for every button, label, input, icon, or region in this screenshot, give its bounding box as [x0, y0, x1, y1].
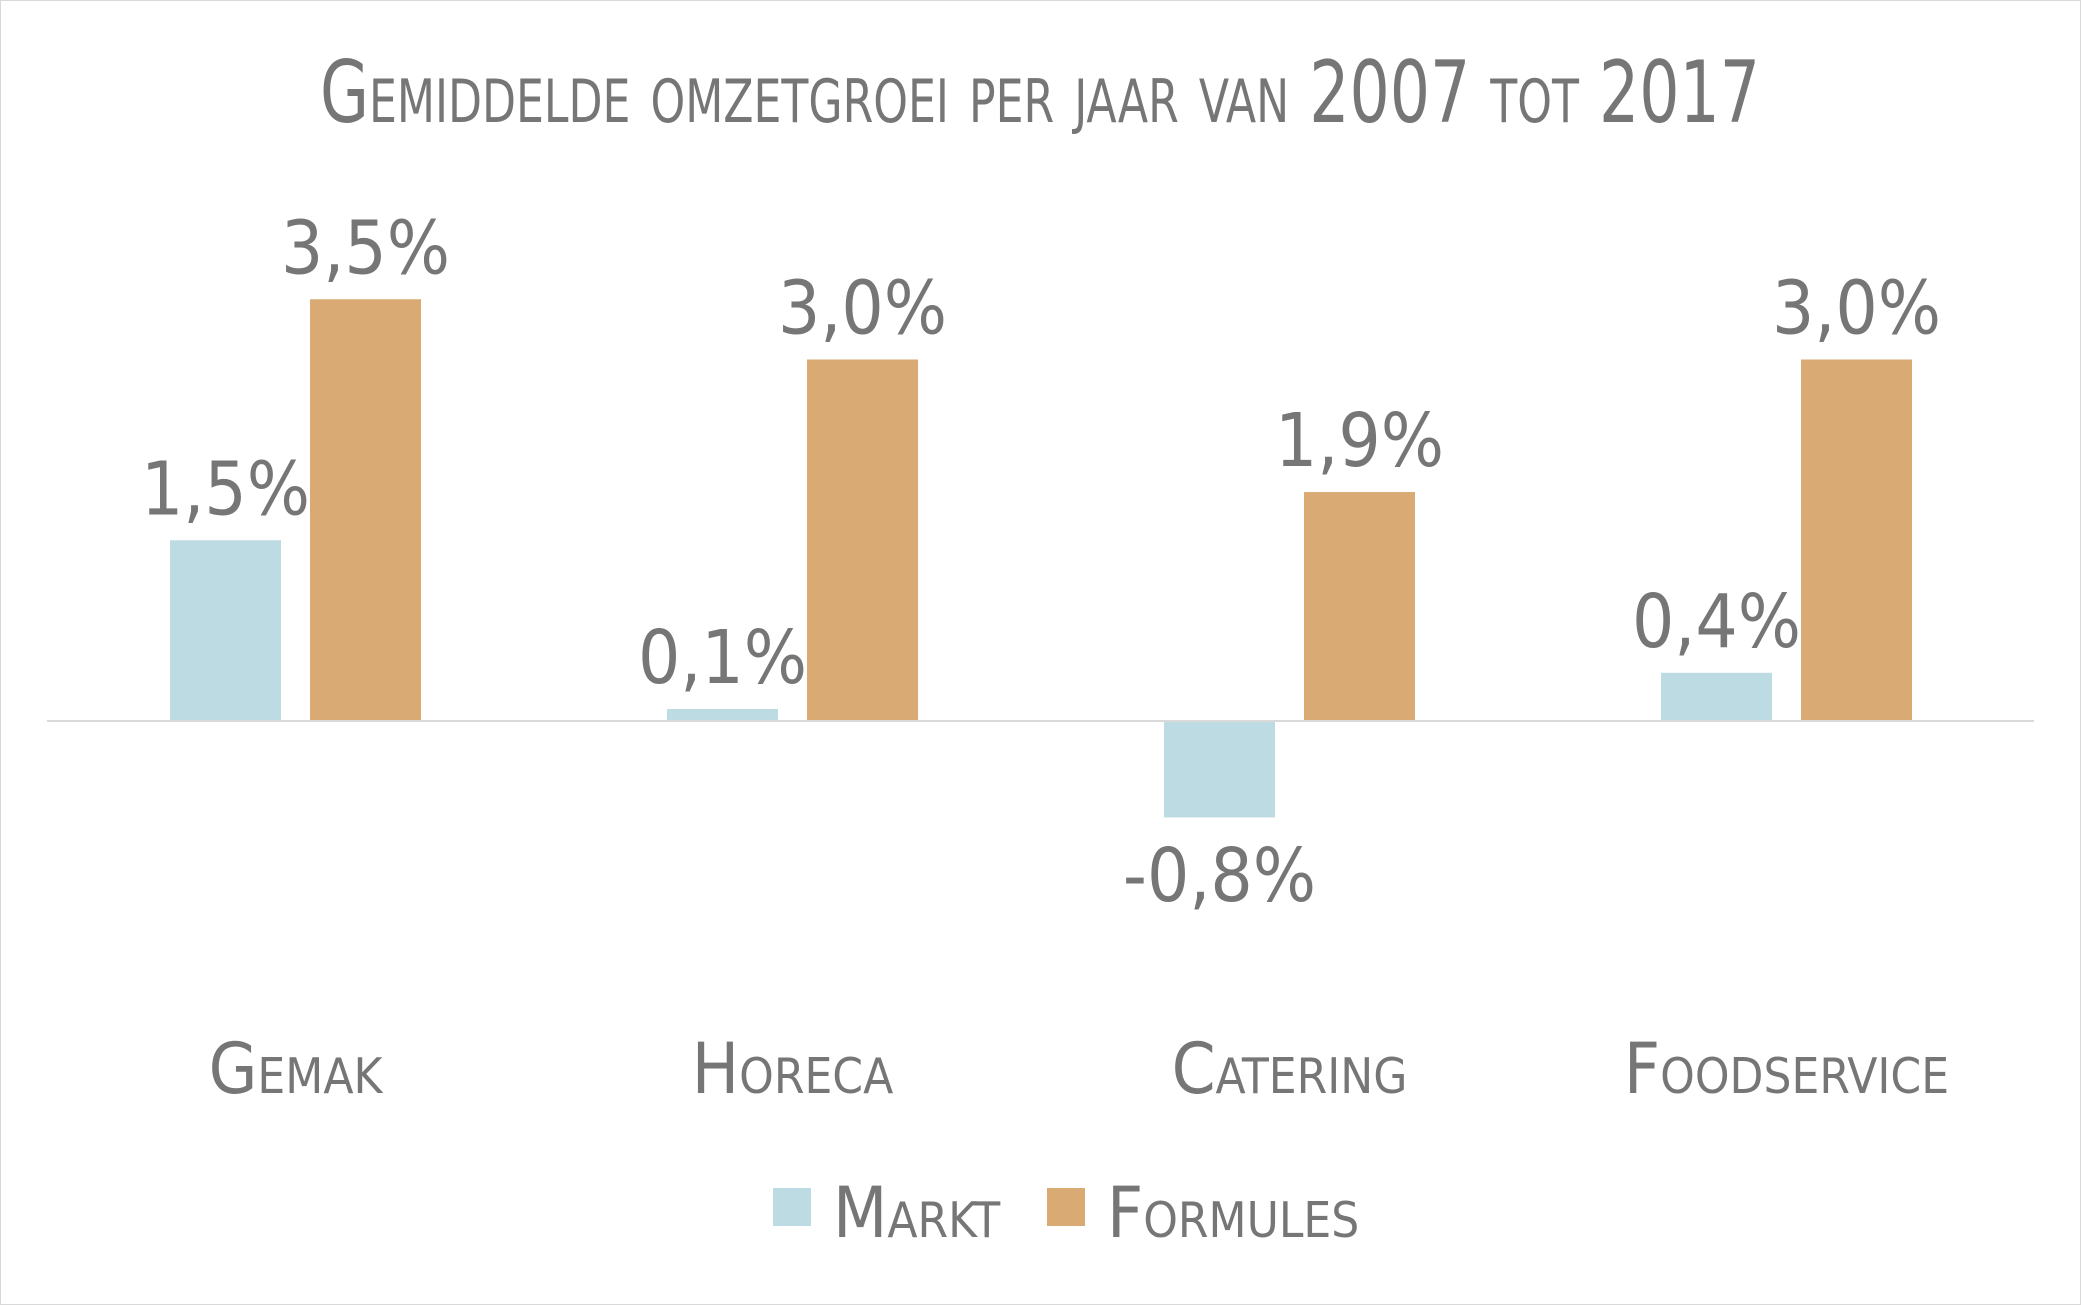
bar-markt-catering [1164, 721, 1275, 818]
chart-title: Gemiddelde omzetgroei per jaar van 2007 … [320, 43, 1760, 143]
bar-formules-foodservice [1801, 359, 1912, 721]
category-label-foodservice: Foodservice [1624, 1028, 1949, 1110]
data-label-markt-gemak: 1,5% [141, 446, 310, 532]
legend: Markt Formules [773, 1172, 1359, 1254]
legend-swatch-markt [773, 1188, 811, 1226]
bar-markt-horeca [667, 708, 778, 721]
data-labels-layer: 1,5% 3,5% 0,1% 3,0% -0,8% 1,9% 0,4% 3,0% [141, 205, 1941, 919]
category-label-catering: Catering [1172, 1028, 1408, 1110]
bar-markt-gemak [170, 540, 281, 721]
category-label-gemak: Gemak [209, 1028, 384, 1110]
data-label-formules-foodservice: 3,0% [1772, 266, 1941, 352]
category-label-horeca: Horeca [692, 1028, 893, 1110]
data-label-markt-catering: -0,8% [1123, 833, 1316, 919]
bar-formules-catering [1304, 492, 1415, 721]
data-label-formules-catering: 1,9% [1275, 398, 1444, 484]
bars-layer [170, 299, 1912, 818]
data-label-markt-foodservice: 0,4% [1632, 579, 1801, 665]
bar-markt-foodservice [1661, 672, 1772, 721]
bar-formules-horeca [807, 359, 918, 721]
legend-label-formules: Formules [1107, 1172, 1359, 1254]
data-label-formules-horeca: 3,0% [778, 266, 947, 352]
legend-swatch-formules [1047, 1188, 1085, 1226]
category-axis: Gemak Horeca Catering Foodservice [209, 1028, 1949, 1110]
bar-formules-gemak [310, 299, 421, 721]
data-label-formules-gemak: 3,5% [281, 205, 450, 291]
data-label-markt-horeca: 0,1% [638, 615, 807, 701]
legend-label-markt: Markt [833, 1172, 1001, 1254]
